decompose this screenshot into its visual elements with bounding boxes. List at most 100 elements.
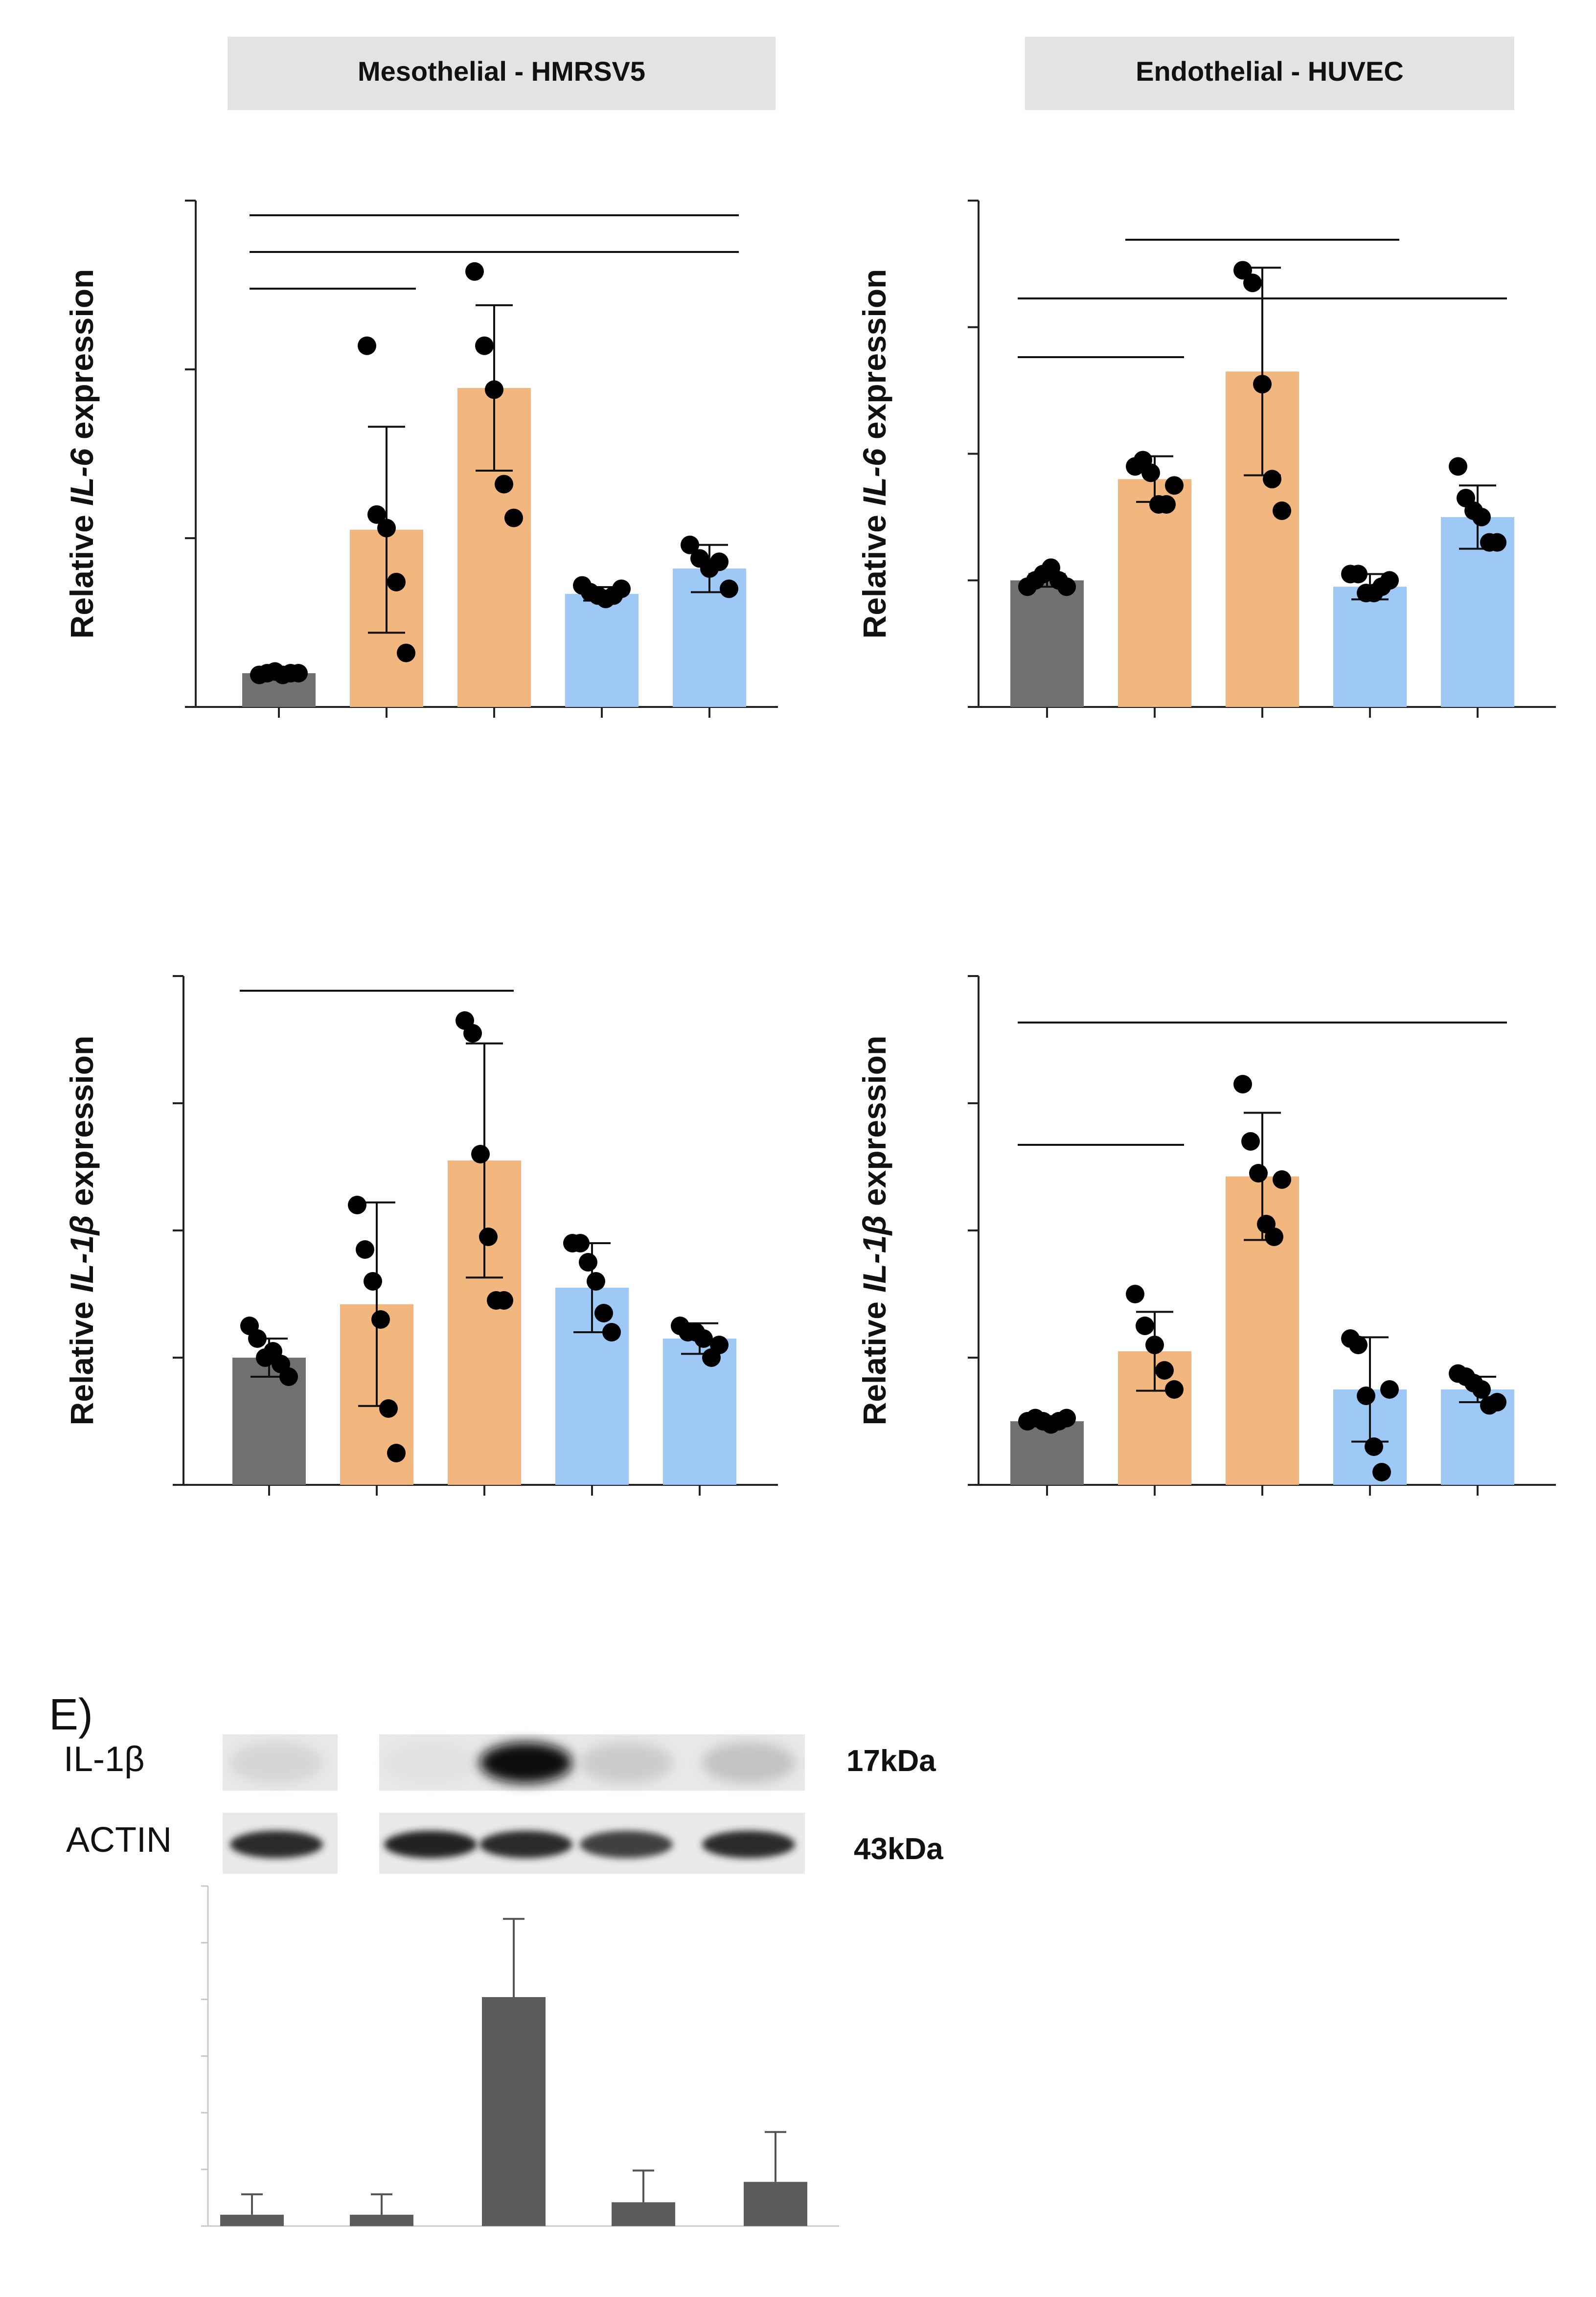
blot-actin-kda: 43kDa xyxy=(854,1832,943,1866)
data-point xyxy=(465,262,484,281)
il1b-band xyxy=(702,1742,795,1783)
data-point xyxy=(694,1329,713,1348)
data-point xyxy=(356,1240,374,1259)
data-point xyxy=(387,1444,406,1462)
data-point xyxy=(1273,501,1291,520)
y-axis-label-part: IL-6 xyxy=(64,448,100,506)
y-axis-label-part: expression xyxy=(856,269,892,449)
actin-band xyxy=(230,1831,323,1858)
data-point xyxy=(1233,261,1252,280)
data-point xyxy=(485,380,503,399)
blot-actin-label: ACTIN xyxy=(66,1820,172,1860)
panel-a-il6-mesothelial: Relative IL-6 expression xyxy=(64,200,778,718)
panel-e-densitometry-chart xyxy=(201,1885,839,2227)
data-point xyxy=(479,1228,498,1246)
actin-band xyxy=(702,1831,795,1858)
bar-ctr xyxy=(1010,580,1084,707)
header-right: Endothelial - HUVEC xyxy=(1025,37,1514,110)
data-point xyxy=(1349,565,1368,584)
data-point xyxy=(471,1145,490,1163)
bar-xylo-ms xyxy=(663,1339,736,1485)
il1b-band xyxy=(230,1742,323,1783)
data-point xyxy=(1357,1387,1375,1405)
y-axis-label: Relative IL-1β expression xyxy=(64,1036,100,1426)
data-point xyxy=(1145,1336,1164,1354)
data-point xyxy=(1380,1380,1399,1399)
data-point xyxy=(387,572,406,591)
bar-xilo-ls xyxy=(612,2202,675,2226)
bar-phy-1-36- xyxy=(350,2214,413,2226)
data-point xyxy=(571,1234,590,1252)
bar-ctr xyxy=(220,2214,284,2226)
panel-e-western-blot: E) IL-1β ACTIN 17kDa 43kDa xyxy=(49,1690,943,1874)
data-point xyxy=(397,643,415,662)
data-point xyxy=(1136,1317,1154,1335)
bar-xylo-ls xyxy=(1333,587,1407,707)
data-point xyxy=(1488,1393,1506,1411)
data-point xyxy=(1380,571,1399,590)
il1b-band xyxy=(580,1742,673,1783)
data-point xyxy=(377,519,396,538)
data-point xyxy=(289,664,308,682)
actin-band xyxy=(479,1831,572,1858)
data-point xyxy=(1126,1285,1144,1303)
data-point xyxy=(1057,1409,1076,1428)
data-point xyxy=(379,1399,398,1418)
data-point xyxy=(463,1024,482,1043)
panel-d-il1b-endothelial: Relative IL-1β expression xyxy=(856,975,1556,1496)
data-point xyxy=(1365,1437,1383,1456)
data-point xyxy=(1141,463,1160,482)
data-point xyxy=(1233,1075,1252,1093)
bar-phy-1-36- xyxy=(1118,479,1191,707)
data-point xyxy=(504,508,523,527)
y-axis-label: Relative IL-6 expression xyxy=(64,269,100,639)
data-point xyxy=(1155,1361,1174,1380)
data-point xyxy=(1265,1228,1283,1246)
y-axis-label-part: expression xyxy=(64,1036,100,1215)
data-point xyxy=(1488,533,1506,552)
y-axis-label-part: expression xyxy=(856,1036,892,1215)
data-point xyxy=(1165,476,1184,495)
data-point xyxy=(495,475,513,494)
il1b-band xyxy=(384,1742,477,1783)
data-point xyxy=(1249,1164,1268,1183)
data-point xyxy=(681,535,699,554)
data-point xyxy=(1449,457,1467,476)
y-axis-label: Relative IL-6 expression xyxy=(856,269,892,639)
data-point xyxy=(1243,273,1262,293)
data-point xyxy=(1472,507,1491,526)
blot-il1b-label: IL-1β xyxy=(64,1740,144,1779)
data-point xyxy=(579,1253,597,1272)
data-point xyxy=(602,1323,621,1342)
data-point xyxy=(367,505,386,524)
data-point xyxy=(710,552,729,571)
blot-il1b-kda: 17kDa xyxy=(846,1744,936,1778)
y-axis-label-part: Relative xyxy=(64,506,100,638)
data-point xyxy=(1263,470,1281,489)
header-left-box xyxy=(228,37,775,110)
data-point xyxy=(612,579,631,598)
data-point xyxy=(710,1336,729,1354)
data-point xyxy=(364,1272,382,1291)
data-point xyxy=(358,336,376,355)
data-point xyxy=(1057,577,1076,596)
data-point xyxy=(1157,495,1176,514)
y-axis-label-part: Relative xyxy=(64,1293,100,1425)
data-point xyxy=(1372,1463,1391,1481)
data-point xyxy=(1472,1380,1491,1399)
header-left-text: Mesothelial - HMRSV5 xyxy=(358,56,645,87)
data-point xyxy=(279,1367,298,1386)
data-point xyxy=(248,1329,267,1348)
data-point xyxy=(495,1291,513,1310)
bar-phy-2-27- xyxy=(482,1997,546,2226)
header-right-text: Endothelial - HUVEC xyxy=(1136,56,1404,87)
bar-xylo-ls xyxy=(565,593,638,707)
data-point xyxy=(1241,1132,1260,1151)
data-point xyxy=(371,1310,390,1329)
panel-b-il6-endothelial: Relative IL-6 expression xyxy=(856,200,1556,718)
header-left: Mesothelial - HMRSV5 xyxy=(228,37,775,110)
data-point xyxy=(1349,1336,1368,1354)
data-point xyxy=(348,1196,366,1214)
panel-c-il1b-mesothelial: Relative IL-1β expression xyxy=(64,975,778,1496)
